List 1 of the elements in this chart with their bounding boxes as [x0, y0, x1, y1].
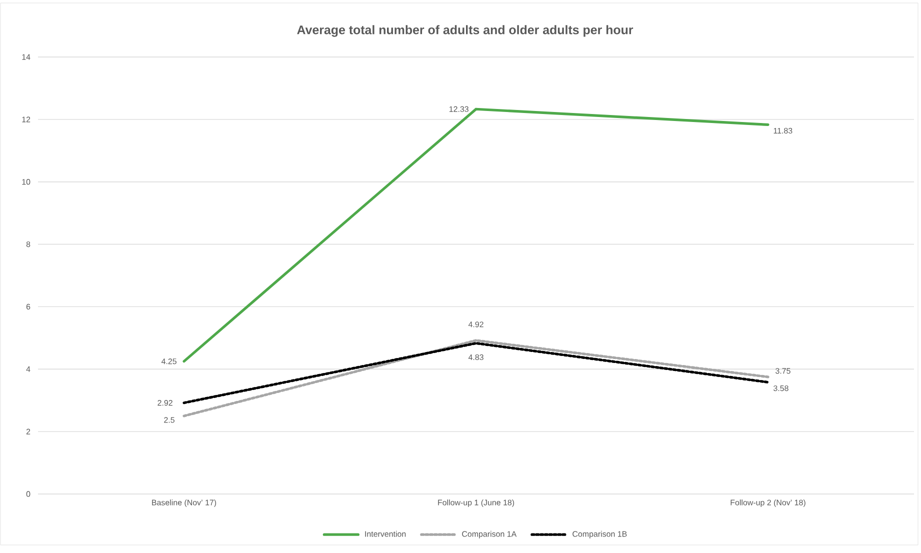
- chart-title: Average total number of adults and older adults per hour: [297, 25, 634, 37]
